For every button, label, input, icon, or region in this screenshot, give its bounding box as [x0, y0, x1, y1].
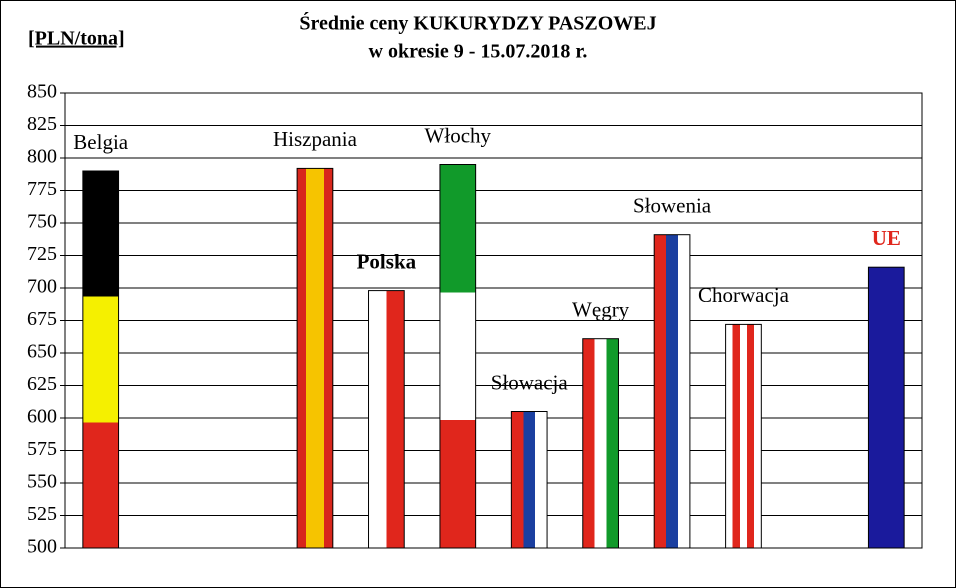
- y-tick-label: 575: [27, 438, 57, 460]
- y-tick-label: 850: [27, 81, 57, 103]
- y-tick-label: 700: [27, 276, 57, 298]
- chart-title: Średnie ceny KUKURYDZY PASZOWEJ: [299, 11, 656, 35]
- bar: [439, 164, 477, 549]
- category-label: Hiszpania: [273, 127, 358, 151]
- bar: [867, 266, 905, 549]
- y-tick-label: 500: [27, 536, 57, 558]
- y-tick-label: 650: [27, 341, 57, 363]
- bar: [82, 170, 120, 549]
- y-tick-label: 525: [27, 503, 57, 525]
- category-label: Węgry: [572, 298, 630, 322]
- category-label: Słowacja: [491, 370, 569, 394]
- y-tick-label: 675: [27, 308, 57, 330]
- category-label: Belgia: [73, 130, 128, 154]
- y-tick-label: 750: [27, 211, 57, 233]
- bar: [653, 234, 691, 549]
- y-tick-label: 550: [27, 471, 57, 493]
- y-tick-label: 625: [27, 373, 57, 395]
- bar: [368, 290, 405, 549]
- category-label: Włochy: [425, 123, 492, 147]
- bar: [510, 411, 548, 549]
- y-tick-label: 600: [27, 406, 57, 428]
- category-label: Słowenia: [633, 194, 712, 218]
- category-label: Polska: [357, 249, 417, 273]
- chart-subtitle: w okresie 9 - 15.07.2018 r.: [369, 41, 588, 63]
- category-label: UE: [872, 226, 901, 250]
- bar: [725, 323, 762, 549]
- bar: [582, 338, 619, 549]
- y-tick-label: 725: [27, 243, 57, 265]
- y-tick-label: 800: [27, 146, 57, 168]
- category-label: Chorwacja: [698, 283, 790, 307]
- y-axis-label: [PLN/tona]: [28, 28, 125, 50]
- bar: [296, 167, 334, 549]
- y-tick-label: 825: [27, 113, 57, 135]
- y-tick-label: 775: [27, 178, 57, 200]
